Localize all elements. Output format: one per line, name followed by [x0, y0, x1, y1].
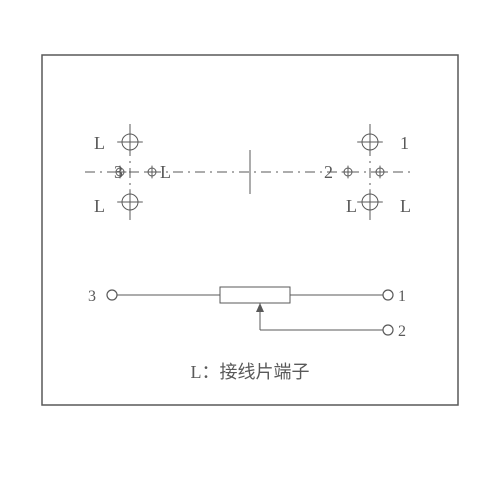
- label-left-L-right: L: [160, 162, 171, 182]
- label-right-1: 1: [400, 133, 409, 153]
- terminal-2: [383, 325, 393, 335]
- resistor-body: [220, 287, 290, 303]
- terminal-3: [107, 290, 117, 300]
- canvas-bg: [0, 0, 500, 500]
- terminal-1: [383, 290, 393, 300]
- label-left-L-bottom: L: [94, 196, 105, 216]
- label-right-L-left: L: [346, 196, 357, 216]
- label-right-2: 2: [324, 162, 333, 182]
- label-left-L-top: L: [94, 133, 105, 153]
- legend-text: L：接线片端子: [191, 362, 310, 382]
- schematic-label-1: 1: [398, 288, 406, 305]
- schematic-label-2: 2: [398, 323, 406, 340]
- label-right-L-bottom: L: [400, 196, 411, 216]
- schematic-label-3: 3: [88, 288, 96, 305]
- label-left-3: 3: [114, 162, 123, 182]
